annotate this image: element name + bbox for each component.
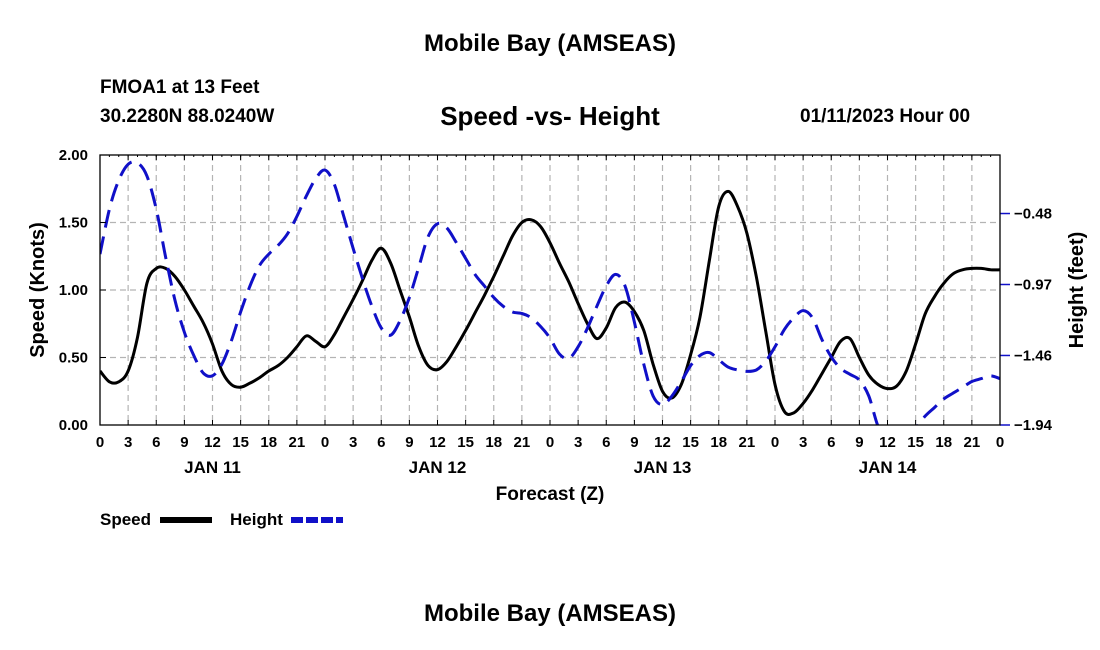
x-tick-label: 3	[349, 434, 357, 451]
x-tick-label: 12	[204, 434, 221, 451]
grid-layer	[100, 155, 1000, 425]
x-tick-label: 9	[630, 434, 638, 451]
x-tick-label: 18	[485, 434, 502, 451]
x-tick-label: 18	[260, 434, 277, 451]
y-tick-label: 0.50	[59, 350, 88, 367]
y-tick-label: 1.00	[59, 282, 88, 299]
y2-tick-label: −1.94	[1014, 417, 1053, 434]
forecast-run-time: 01/11/2023 Hour 00	[800, 106, 971, 127]
y2-axis-label: Height (feet)	[1066, 232, 1088, 349]
x-tick-label: 21	[964, 434, 981, 451]
x-tick-label: 15	[907, 434, 924, 451]
height-series-line	[100, 160, 1000, 425]
axis-layer: 0 3 6 9 12 15 18 21 0 3 6 9 12 15 18 21 0 3 6 9 12 15 18 21 0 3 6 9…	[27, 147, 1088, 505]
x-tick-label: 3	[574, 434, 582, 451]
x-tick-label: 15	[682, 434, 699, 451]
x-tick-label: 21	[289, 434, 306, 451]
legend-speed-label: Speed	[100, 510, 152, 529]
x-tick-label: 3	[799, 434, 807, 451]
y-tick-label: 0.00	[59, 417, 88, 434]
station-coordinates: 30.2280N 88.0240W	[100, 106, 275, 127]
x-tick-label: 0	[996, 434, 1004, 451]
x-tick-label: 0	[546, 434, 554, 451]
x-tick-label: 0	[321, 434, 329, 451]
x-tick-label: 21	[739, 434, 756, 451]
x-tick-label: 9	[855, 434, 863, 451]
plot-frame	[99, 154, 1001, 426]
footer-title: Mobile Bay (AMSEAS)	[423, 600, 677, 627]
x-tick-label: 9	[405, 434, 413, 451]
x-tick-label: 18	[935, 434, 952, 451]
y-tick-label: 1.50	[59, 215, 88, 232]
legend-height-label: Height	[230, 510, 283, 529]
x-tick-label: 15	[232, 434, 249, 451]
x-tick-label: 6	[602, 434, 610, 451]
x-tick-label: 6	[377, 434, 385, 451]
x-tick-label: 15	[457, 434, 474, 451]
day-label: JAN 12	[409, 458, 467, 477]
x-tick-label: 9	[180, 434, 188, 451]
station-name: FMOA1 at 13 Feet	[100, 77, 260, 98]
x-tick-label: 3	[124, 434, 132, 451]
x-tick-label: 12	[654, 434, 671, 451]
speed-series-line	[100, 189, 1000, 416]
day-label: JAN 11	[184, 458, 241, 477]
y-tick-label: 2.00	[59, 147, 88, 164]
x-tick-label: 12	[879, 434, 896, 451]
x-tick-label: 0	[96, 434, 104, 451]
y2-tick-label: −0.48	[1014, 206, 1052, 223]
y2-tick-label: −1.46	[1014, 347, 1052, 364]
x-tick-label: 21	[514, 434, 531, 451]
y2-tick-label: −0.97	[1014, 276, 1052, 293]
y-axis-label: Speed (Knots)	[27, 222, 49, 358]
x-tick-label: 6	[152, 434, 160, 451]
x-tick-label: 12	[429, 434, 446, 451]
series-layer	[100, 160, 1000, 425]
plot-subtitle: Speed -vs- Height	[440, 101, 660, 131]
x-tick-label: 18	[710, 434, 727, 451]
day-label: JAN 14	[859, 458, 917, 477]
x-tick-label: 0	[771, 434, 779, 451]
x-tick-label: 6	[827, 434, 835, 451]
x-axis-label: Forecast (Z)	[496, 484, 605, 505]
chart-title: Mobile Bay (AMSEAS)	[423, 30, 677, 57]
day-label: JAN 13	[634, 458, 692, 477]
